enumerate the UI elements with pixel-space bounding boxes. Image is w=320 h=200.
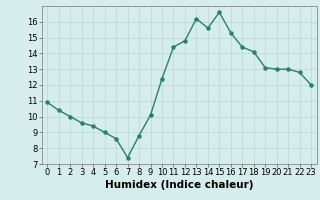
X-axis label: Humidex (Indice chaleur): Humidex (Indice chaleur) <box>105 180 253 190</box>
